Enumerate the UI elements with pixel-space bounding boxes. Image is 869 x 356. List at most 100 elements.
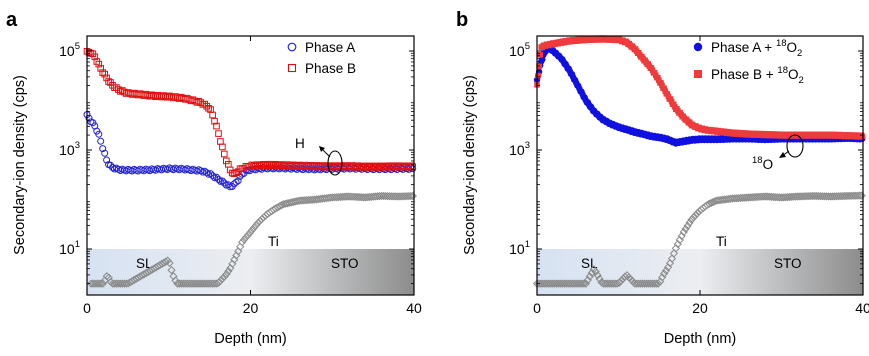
series-ti-a-point (400, 192, 410, 201)
series-phase-a-a-point (232, 178, 240, 186)
series-ti-a-point (340, 192, 349, 201)
series-phase-b-a-point (205, 105, 212, 112)
series-ti-a-point (334, 192, 343, 202)
series-ti-b-point (832, 192, 841, 201)
series-phase-a-a-point (203, 169, 211, 177)
series-ti-a-point (406, 191, 416, 201)
series-ti-b-point (796, 192, 806, 201)
series-phase-b-a-point (197, 99, 205, 106)
region-label-sl: SL (136, 256, 153, 271)
series-ti-b-point (652, 279, 661, 288)
series-ti-a-point (367, 192, 376, 201)
legend-label-phase-b: Phase B (305, 61, 356, 76)
series-phase-a-a-point (107, 161, 114, 169)
series-ti-a-point (365, 192, 374, 202)
series-ti-b-point (851, 191, 860, 200)
annotation-h: H (295, 136, 343, 176)
series-ti-a-point (402, 192, 412, 201)
x-tick-label: 0 (83, 300, 91, 316)
series-ti-b-point (836, 192, 845, 201)
series-ti-b-point (706, 198, 716, 208)
series-phase-b-a-point (225, 161, 232, 168)
legend-a: Phase A Phase B (287, 40, 356, 76)
series-ti-b-point (734, 193, 743, 203)
series-phase-b-a-point (219, 143, 226, 151)
series-ti-a-point (294, 196, 304, 205)
series-ti-b-point (830, 192, 839, 201)
series-ti-a-point (302, 195, 312, 205)
series-ti-a-point (273, 203, 282, 212)
series-phase-b-18o2-b (534, 35, 866, 140)
y-axis-a: 101 103 105 Secondary-ion density (cps) (12, 35, 414, 284)
series-ti-a-point (306, 195, 315, 204)
y-tick-label: 101 (59, 239, 80, 257)
x-tick-label: 0 (533, 300, 541, 316)
series-ti-a-point (324, 193, 333, 203)
series-phase-a-a (83, 111, 417, 191)
region-label-sl: SL (581, 256, 598, 271)
series-ti-b-point (746, 193, 755, 202)
series-ti-b-point (779, 193, 788, 202)
series-ti-a-point (330, 193, 339, 202)
series-phase-a-a-point (234, 177, 242, 185)
series-phase-b-a-point (405, 164, 413, 171)
series-ti-b-point (857, 191, 866, 200)
series-phase-b-a-point (201, 100, 208, 108)
series-ti-b-point (703, 200, 712, 210)
series-ti-b-point (687, 215, 696, 224)
series-ti-b-point (611, 279, 620, 288)
series-ti-b-point (660, 269, 669, 278)
series-ti-b-point (681, 224, 690, 234)
panel-label-b: b (456, 9, 468, 31)
series-ti-b-point (781, 193, 790, 202)
series-ti-a-point (326, 193, 335, 202)
series-ti-b-point (828, 192, 837, 201)
annotation-label-ti-b: Ti (716, 234, 727, 249)
series-ti-b-point (615, 278, 624, 288)
series-phase-b-a-point (217, 138, 224, 145)
series-ti-b-point (736, 193, 745, 203)
series-ti-a-point (243, 230, 253, 240)
x-axis-label-b: Depth (nm) (664, 331, 737, 347)
series-ti-a-point (371, 192, 380, 201)
series-phase-b-18o2-b-point (859, 133, 866, 139)
series-ti-b-point (794, 192, 804, 201)
series-ti-b-point (750, 193, 759, 202)
series-ti-a-point (373, 192, 382, 201)
series-ti-b-point (787, 192, 796, 201)
series-ti-a-point (300, 196, 310, 205)
series-ti-a-point (214, 278, 223, 287)
series-ti-a-point (240, 235, 249, 244)
series-phase-b-a-point (230, 170, 238, 177)
series-ti-b-point (800, 192, 810, 201)
legend-marker-phase-a-18o2 (693, 42, 703, 52)
legend-label-phase-b-18o2: Phase B + 18O2 (711, 65, 804, 86)
series-ti-a-point (395, 192, 404, 201)
annotation-label-18o: 18O (752, 155, 773, 172)
series-ti-b-point (804, 192, 813, 201)
legend-label-phase-a: Phase A (305, 40, 355, 55)
series-ti-a-point (361, 193, 370, 202)
panel-a: a SL STO 0 20 40 Depth (nm) 101 (6, 9, 422, 347)
series-ti-b-point (691, 211, 700, 220)
legend-label-phase-a-18o2: Phase A + 18O2 (711, 38, 802, 59)
series-ti-a-point (167, 266, 176, 275)
series-ti-b-point (667, 254, 677, 263)
series-ti-a-point (222, 270, 231, 279)
series-ti-a-point (210, 279, 219, 288)
series-ti-a-point (255, 216, 264, 226)
series-ti-a-point (216, 276, 225, 285)
x-tick-label: 20 (243, 300, 259, 316)
series-ti-b-point (732, 194, 741, 203)
y-tick-label: 105 (59, 41, 80, 59)
series-ti-b-point (834, 192, 843, 201)
series-ti-b-point (751, 192, 761, 202)
series-ti-a-point (122, 279, 131, 288)
series-ti-b-point (726, 194, 735, 203)
series-phase-b-a-point (97, 65, 105, 72)
series-ti-b-point (708, 197, 718, 207)
series-ti-b-point (845, 191, 855, 200)
series-ti-a-point (304, 195, 313, 205)
series-phase-b-a (83, 48, 416, 177)
series-ti-a-point (359, 193, 368, 202)
